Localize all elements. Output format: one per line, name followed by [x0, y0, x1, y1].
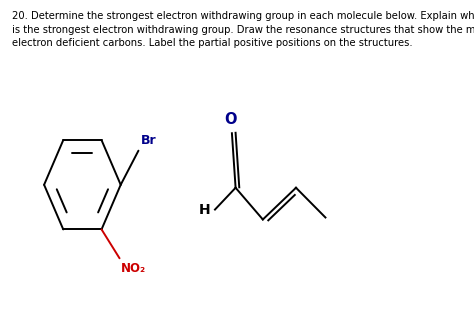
Text: H: H: [199, 203, 210, 217]
Text: NO₂: NO₂: [121, 262, 146, 275]
Text: 20. Determine the strongest electron withdrawing group in each molecule below. E: 20. Determine the strongest electron wit…: [12, 11, 474, 48]
Text: Br: Br: [141, 134, 156, 147]
Text: O: O: [224, 112, 237, 127]
